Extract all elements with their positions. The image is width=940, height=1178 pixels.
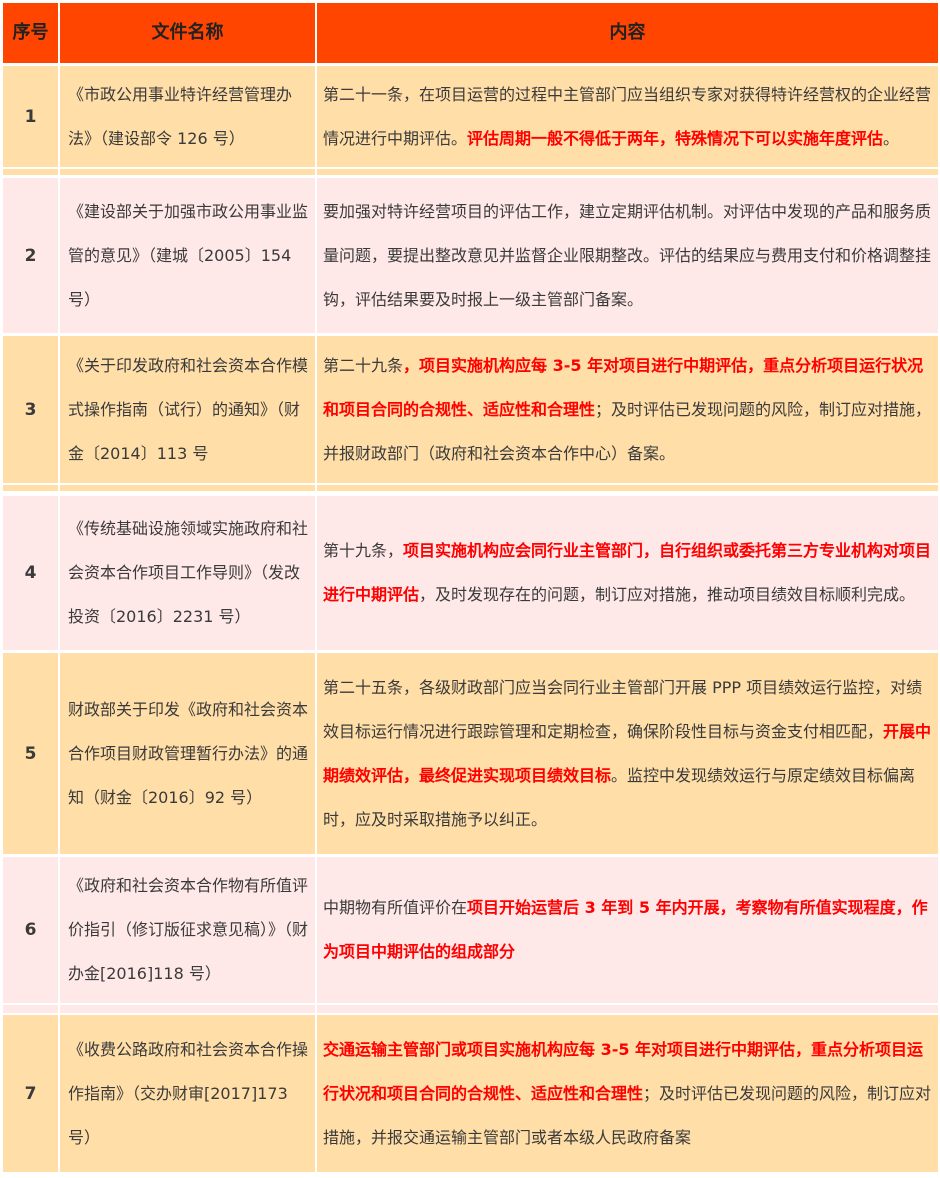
row-spacer bbox=[317, 169, 938, 175]
highlighted-text: 交通运输主管部门或项目实施机构应每 3-5 年对项目进行中期评估，重点分析项目运… bbox=[323, 1039, 924, 1103]
row-number: 3 bbox=[3, 336, 58, 483]
highlighted-text: 评估周期一般不得低于两年，特殊情况下可以实施年度评估 bbox=[467, 128, 884, 148]
highlighted-text: 开展中期绩效评估，最终促进实现项目绩效目标 bbox=[323, 721, 932, 785]
header-name: 文件名称 bbox=[60, 3, 315, 63]
content-text: ，及时发现存在的问题，制订应对措施，推动项目绩效目标顺利完成。 bbox=[419, 585, 916, 604]
document-name: 《传统基础设施领域实施政府和社会资本合作项目工作导则》（发改投资〔2016〕22… bbox=[60, 496, 315, 650]
highlighted-text: 项目实施机构应会同行业主管部门，自行组织或委托第三方专业机构对项目进行中期评估 bbox=[323, 541, 932, 604]
content-text: 。监控中发现绩效运行与原定绩效目标偏离时，应及时采取措施予以纠正。 bbox=[323, 765, 916, 829]
row-spacer bbox=[60, 485, 315, 491]
highlighted-text: ，项目实施机构应每 3-5 年对项目进行中期评估，重点分析项目运行状况和项目合同… bbox=[323, 355, 924, 419]
content-text: 第二十一条，在项目运营的过程中主管部门应当组织专家对获得特许经营权的企业经营情况… bbox=[323, 84, 932, 148]
content-text: 第十九条， bbox=[323, 541, 404, 560]
header-content: 内容 bbox=[317, 3, 938, 63]
content-cell: 交通运输主管部门或项目实施机构应每 3-5 年对项目进行中期评估，重点分析项目运… bbox=[317, 1015, 938, 1172]
row-spacer bbox=[3, 1005, 58, 1013]
content-cell: 中期物有所值评价在项目开始运营后 3 年到 5 年内开展，考察物有所值实现程度，… bbox=[317, 857, 938, 1003]
content-cell: 第十九条，项目实施机构应会同行业主管部门，自行组织或委托第三方专业机构对项目进行… bbox=[317, 496, 938, 650]
row-spacer bbox=[60, 169, 315, 175]
document-name: 财政部关于印发《政府和社会资本合作项目财政管理暂行办法》的通知（财金〔2016〕… bbox=[60, 653, 315, 854]
row-spacer bbox=[3, 485, 58, 491]
document-name: 《市政公用事业特许经营管理办法》（建设部令 126 号） bbox=[60, 66, 315, 167]
row-number: 6 bbox=[3, 857, 58, 1003]
content-text: 第二十九条 bbox=[323, 355, 404, 375]
document-name: 《政府和社会资本合作物有所值评价指引（修订版征求意见稿）》（财办金[2016]1… bbox=[60, 857, 315, 1003]
row-number: 1 bbox=[3, 66, 58, 167]
row-number: 4 bbox=[3, 496, 58, 650]
content-cell: 要加强对特许经营项目的评估工作，建立定期评估机制。对评估中发现的产品和服务质量问… bbox=[317, 178, 938, 333]
row-spacer bbox=[3, 169, 58, 175]
content-text: ；及时评估已发现问题的风险，制订应对措施，并报交通运输主管部门或者本级人民政府备… bbox=[323, 1083, 932, 1147]
document-name: 《建设部关于加强市政公用事业监管的意见》（建城〔2005〕154 号） bbox=[60, 178, 315, 333]
content-text: 要加强对特许经营项目的评估工作，建立定期评估机制。对评估中发现的产品和服务质量问… bbox=[323, 201, 932, 309]
content-text: 第二十五条，各级财政部门应当会同行业主管部门开展 PPP 项目绩效运行监控，对绩… bbox=[323, 677, 923, 741]
header-no: 序号 bbox=[3, 3, 58, 63]
row-number: 5 bbox=[3, 653, 58, 854]
content-cell: 第二十一条，在项目运营的过程中主管部门应当组织专家对获得特许经营权的企业经营情况… bbox=[317, 66, 938, 167]
content-text: ；及时评估已发现问题的风险，制订应对措施，并报财政部门（政府和社会资本合作中心）… bbox=[323, 399, 932, 463]
row-spacer bbox=[317, 485, 938, 491]
row-spacer bbox=[60, 1005, 315, 1013]
row-spacer bbox=[317, 1005, 938, 1013]
row-number: 7 bbox=[3, 1015, 58, 1172]
content-text: 中期物有所值评价在 bbox=[323, 898, 468, 917]
document-name: 《收费公路政府和社会资本合作操作指南》（交办财审[2017]173 号） bbox=[60, 1015, 315, 1172]
document-name: 《关于印发政府和社会资本合作模式操作指南（试行）的通知》（财金〔2014〕113… bbox=[60, 336, 315, 483]
content-text: 。 bbox=[883, 128, 900, 148]
highlighted-text: 项目开始运营后 3 年到 5 年内开展，考察物有所值实现程度，作为项目中期评估的… bbox=[323, 898, 928, 961]
content-cell: 第二十九条，项目实施机构应每 3-5 年对项目进行中期评估，重点分析项目运行状况… bbox=[317, 336, 938, 483]
row-number: 2 bbox=[3, 178, 58, 333]
content-cell: 第二十五条，各级财政部门应当会同行业主管部门开展 PPP 项目绩效运行监控，对绩… bbox=[317, 653, 938, 854]
